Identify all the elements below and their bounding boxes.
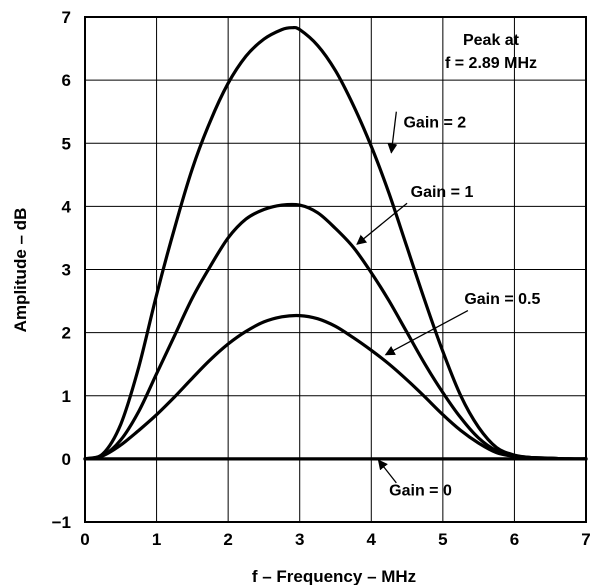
series-label-arrow-4 <box>377 459 397 484</box>
y-tick-label: 1 <box>62 387 71 406</box>
x-axis-title: f – Frequency – MHz <box>252 567 416 585</box>
plot-frame <box>84 16 587 523</box>
y-tick-label: 7 <box>62 8 71 27</box>
y-tick-label: 6 <box>62 71 71 90</box>
y-tick-labels: −1 0 1 2 3 4 5 6 7 <box>52 8 72 532</box>
series-line-1 <box>83 25 588 461</box>
series-label-arrow-3 <box>384 309 469 356</box>
y-tick-label: 5 <box>62 134 71 153</box>
series-label-3: Gain = 0.5 <box>464 291 540 308</box>
x-tick-label: 6 <box>510 530 519 549</box>
series-label-1: Gain = 2 <box>403 114 466 131</box>
y-tick-label: −1 <box>52 513 71 532</box>
x-tick-label: 7 <box>581 530 590 549</box>
series-label-arrow-1 <box>387 111 398 154</box>
x-tick-label: 0 <box>80 530 89 549</box>
y-tick-label: 3 <box>62 261 71 280</box>
series-label-2: Gain = 1 <box>411 184 474 201</box>
series-label-4: Gain = 0 <box>389 482 452 499</box>
x-tick-label: 5 <box>438 530 447 549</box>
series-line-2 <box>83 202 588 461</box>
x-tick-labels: 0 1 2 3 4 5 6 7 <box>80 530 590 549</box>
y-tick-label: 4 <box>62 197 72 216</box>
series-line-3 <box>83 313 588 461</box>
y-tick-label: 0 <box>62 450 71 469</box>
curves <box>83 25 588 461</box>
y-axis-title: Amplitude – dB <box>11 208 30 333</box>
x-tick-label: 3 <box>295 530 304 549</box>
peak-annotation-line2: f = 2.89 MHz <box>445 55 537 72</box>
series-label-arrow-2 <box>356 202 408 245</box>
y-tick-label: 2 <box>62 324 71 343</box>
series-labels: Gain = 2 Gain = 1 Gain = 0.5 Gain = 0 <box>356 111 540 499</box>
x-tick-label: 1 <box>152 530 161 549</box>
grid <box>84 16 587 523</box>
x-tick-label: 2 <box>223 530 232 549</box>
peak-annotation-line1: Peak at <box>463 32 520 49</box>
x-tick-label: 4 <box>367 530 377 549</box>
